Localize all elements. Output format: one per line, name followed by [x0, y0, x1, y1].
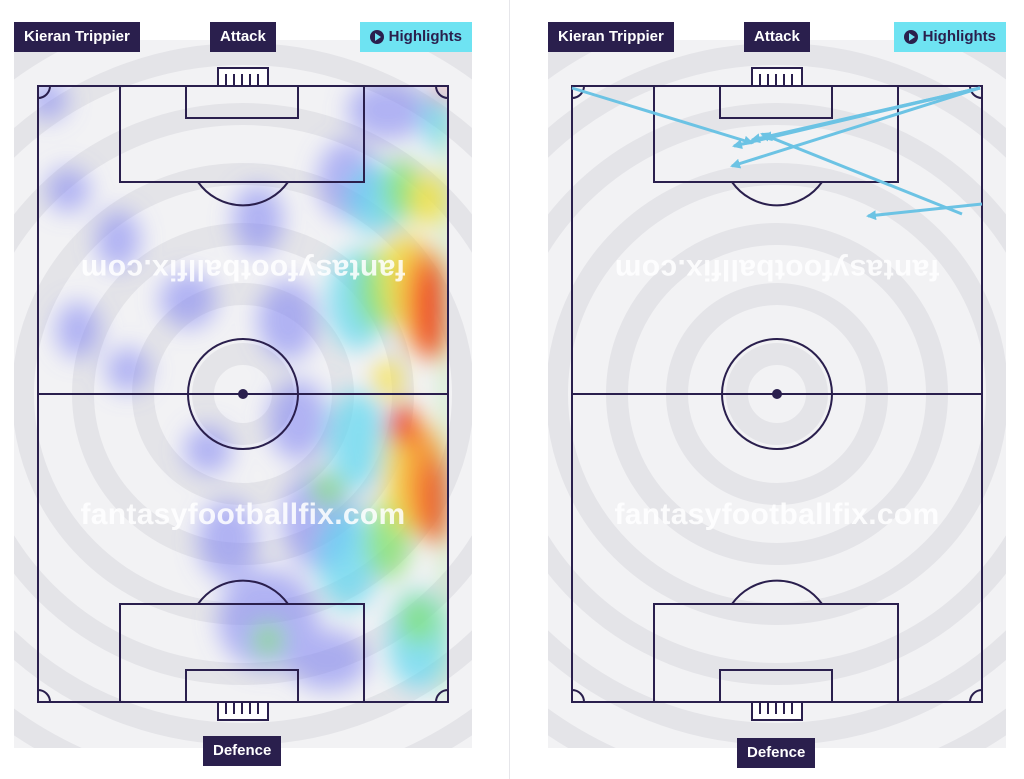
- centre-spot: [238, 389, 248, 399]
- centre-spot: [772, 389, 782, 399]
- attack-label: Attack: [210, 22, 276, 52]
- watermark-top: fantasyfootballfix.com: [614, 253, 940, 286]
- watermark-bottom: fantasyfootballfix.com: [80, 498, 406, 531]
- defence-label: Defence: [737, 738, 816, 768]
- attack-label: Attack: [744, 22, 810, 52]
- play-circle-icon: [369, 30, 384, 44]
- heatmap-panel: fantasyfootballfix.com fantasyfootballfi…: [8, 0, 478, 779]
- highlights-label: Highlights: [388, 28, 462, 45]
- pass-arrow: [762, 86, 981, 142]
- watermark-bottom: fantasyfootballfix.com: [614, 498, 940, 531]
- panel-divider: [509, 0, 510, 779]
- top-goal: [217, 67, 269, 87]
- highlights-button[interactable]: Highlights: [359, 22, 472, 52]
- top-goal: [751, 67, 803, 87]
- watermark-top: fantasyfootballfix.com: [80, 253, 406, 286]
- pass-arrow: [730, 86, 981, 169]
- passes-pitch: [571, 67, 983, 721]
- highlights-button[interactable]: Highlights: [893, 22, 1006, 52]
- bottom-goal: [751, 701, 803, 721]
- player-name-tag: Kieran Trippier: [14, 22, 140, 52]
- defence-label: Defence: [203, 736, 282, 766]
- pass-arrow: [760, 132, 963, 216]
- passes-panel: fantasyfootballfix.com fantasyfootballfi…: [542, 0, 1012, 779]
- player-name-tag: Kieran Trippier: [548, 22, 674, 52]
- pass-arrow: [866, 202, 983, 221]
- pass-arrows: [571, 86, 983, 221]
- pass-arrow: [571, 86, 754, 146]
- heatmap-pitch: [37, 67, 449, 721]
- highlights-label: Highlights: [922, 28, 996, 45]
- heatmap-layer: [38, 86, 448, 700]
- bottom-goal: [217, 701, 269, 721]
- play-circle-icon: [903, 30, 918, 44]
